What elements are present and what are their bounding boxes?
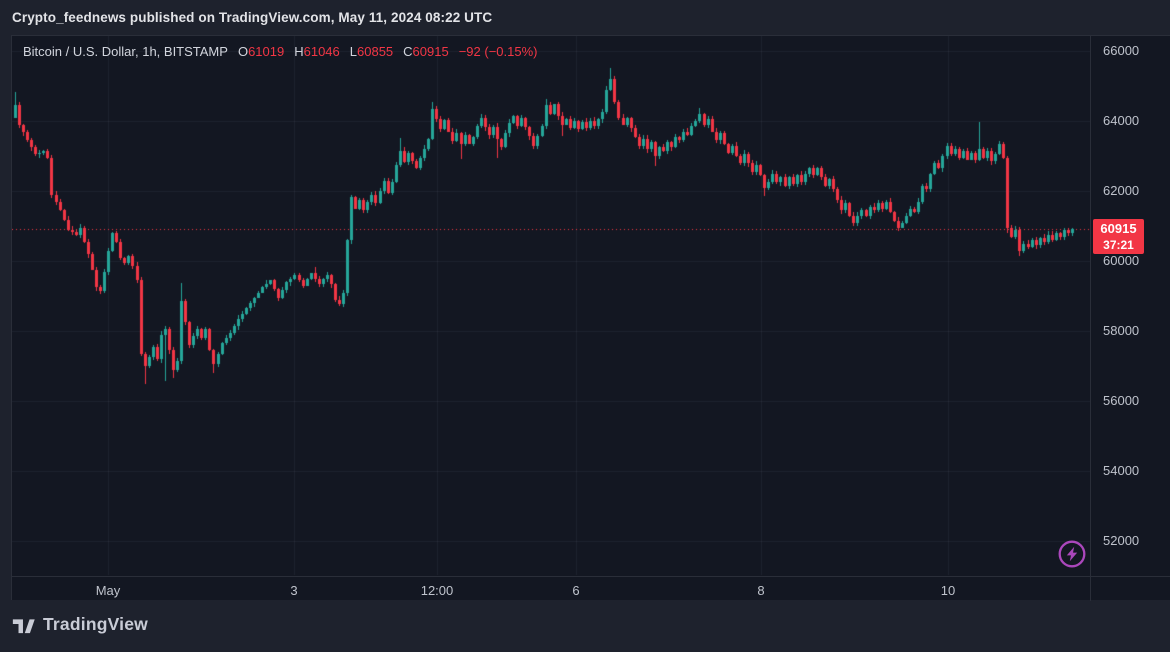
symbol-title[interactable]: Bitcoin / U.S. Dollar, 1h, BITSTAMP — [23, 44, 228, 59]
time-tick-label: 8 — [757, 583, 765, 598]
time-tick-label: 3 — [290, 583, 298, 598]
time-tick-label: 10 — [940, 583, 956, 598]
tradingview-logo-text: TradingView — [43, 614, 148, 634]
last-price-badge: 60915 37:21 — [1093, 219, 1144, 254]
price-tick-label: 56000 — [1103, 393, 1140, 408]
change-value: −92 (−0.15%) — [458, 44, 538, 59]
ohlc-open: O61019 — [237, 44, 285, 59]
price-tick-label: 66000 — [1103, 43, 1140, 58]
footer-bar: TradingView — [0, 600, 1170, 652]
attribution-bar: Crypto_feednews published on TradingView… — [0, 0, 1170, 35]
time-tick-label: 6 — [572, 583, 580, 598]
price-tick-label: 64000 — [1103, 113, 1140, 128]
price-tick-label: 52000 — [1103, 533, 1140, 548]
price-tick-label: 58000 — [1103, 323, 1140, 338]
symbol-legend[interactable]: Bitcoin / U.S. Dollar, 1h, BITSTAMP O610… — [23, 44, 537, 59]
time-tick-label: May — [95, 583, 121, 598]
price-scale[interactable]: 66000 64000 62000 60000 58000 56000 54000 52000 — [1090, 36, 1170, 601]
bar-countdown: 37:21 — [1103, 238, 1134, 252]
chart-panel: Bitcoin / U.S. Dollar, 1h, BITSTAMP O610… — [11, 35, 1170, 601]
last-price: 60915 — [1100, 221, 1137, 236]
tradingview-logo[interactable]: TradingView — [12, 614, 148, 635]
time-tick-label: 12:00 — [420, 583, 454, 598]
tradingview-logo-icon — [12, 619, 35, 634]
price-tick-label: 60000 — [1103, 253, 1140, 268]
ohlc-low: L60855 — [349, 44, 394, 59]
ohlc-high: H61046 — [294, 44, 340, 59]
price-tick-label: 62000 — [1103, 183, 1140, 198]
price-tick-label: 54000 — [1103, 463, 1140, 478]
ohlc-close: C60915 — [403, 44, 449, 59]
boost-lightning-icon[interactable] — [1057, 539, 1087, 569]
attribution-text: Crypto_feednews published on TradingView… — [12, 10, 493, 25]
candlestick-chart-canvas[interactable] — [12, 36, 1090, 576]
time-scale[interactable]: May 3 12:00 6 8 10 — [12, 576, 1170, 601]
